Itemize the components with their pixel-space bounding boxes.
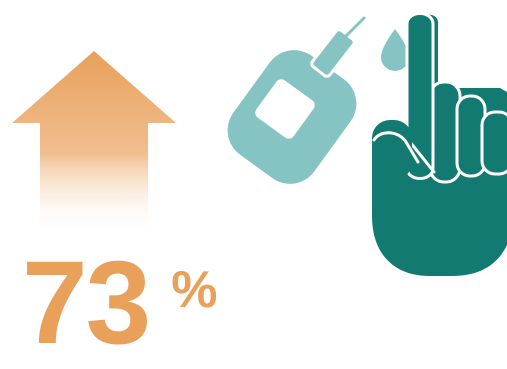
stat-value: 73 (22, 237, 151, 369)
up-arrow-icon (12, 51, 176, 236)
pointing-hand-icon (372, 12, 507, 276)
percentage-stat: 73 % (22, 244, 218, 362)
blood-drop-icon (381, 29, 409, 71)
glucose-meter-icon (227, 50, 357, 184)
stat-unit: % (171, 261, 218, 319)
glucose-test-illustration (227, 12, 507, 276)
test-strip-icon (310, 16, 366, 78)
